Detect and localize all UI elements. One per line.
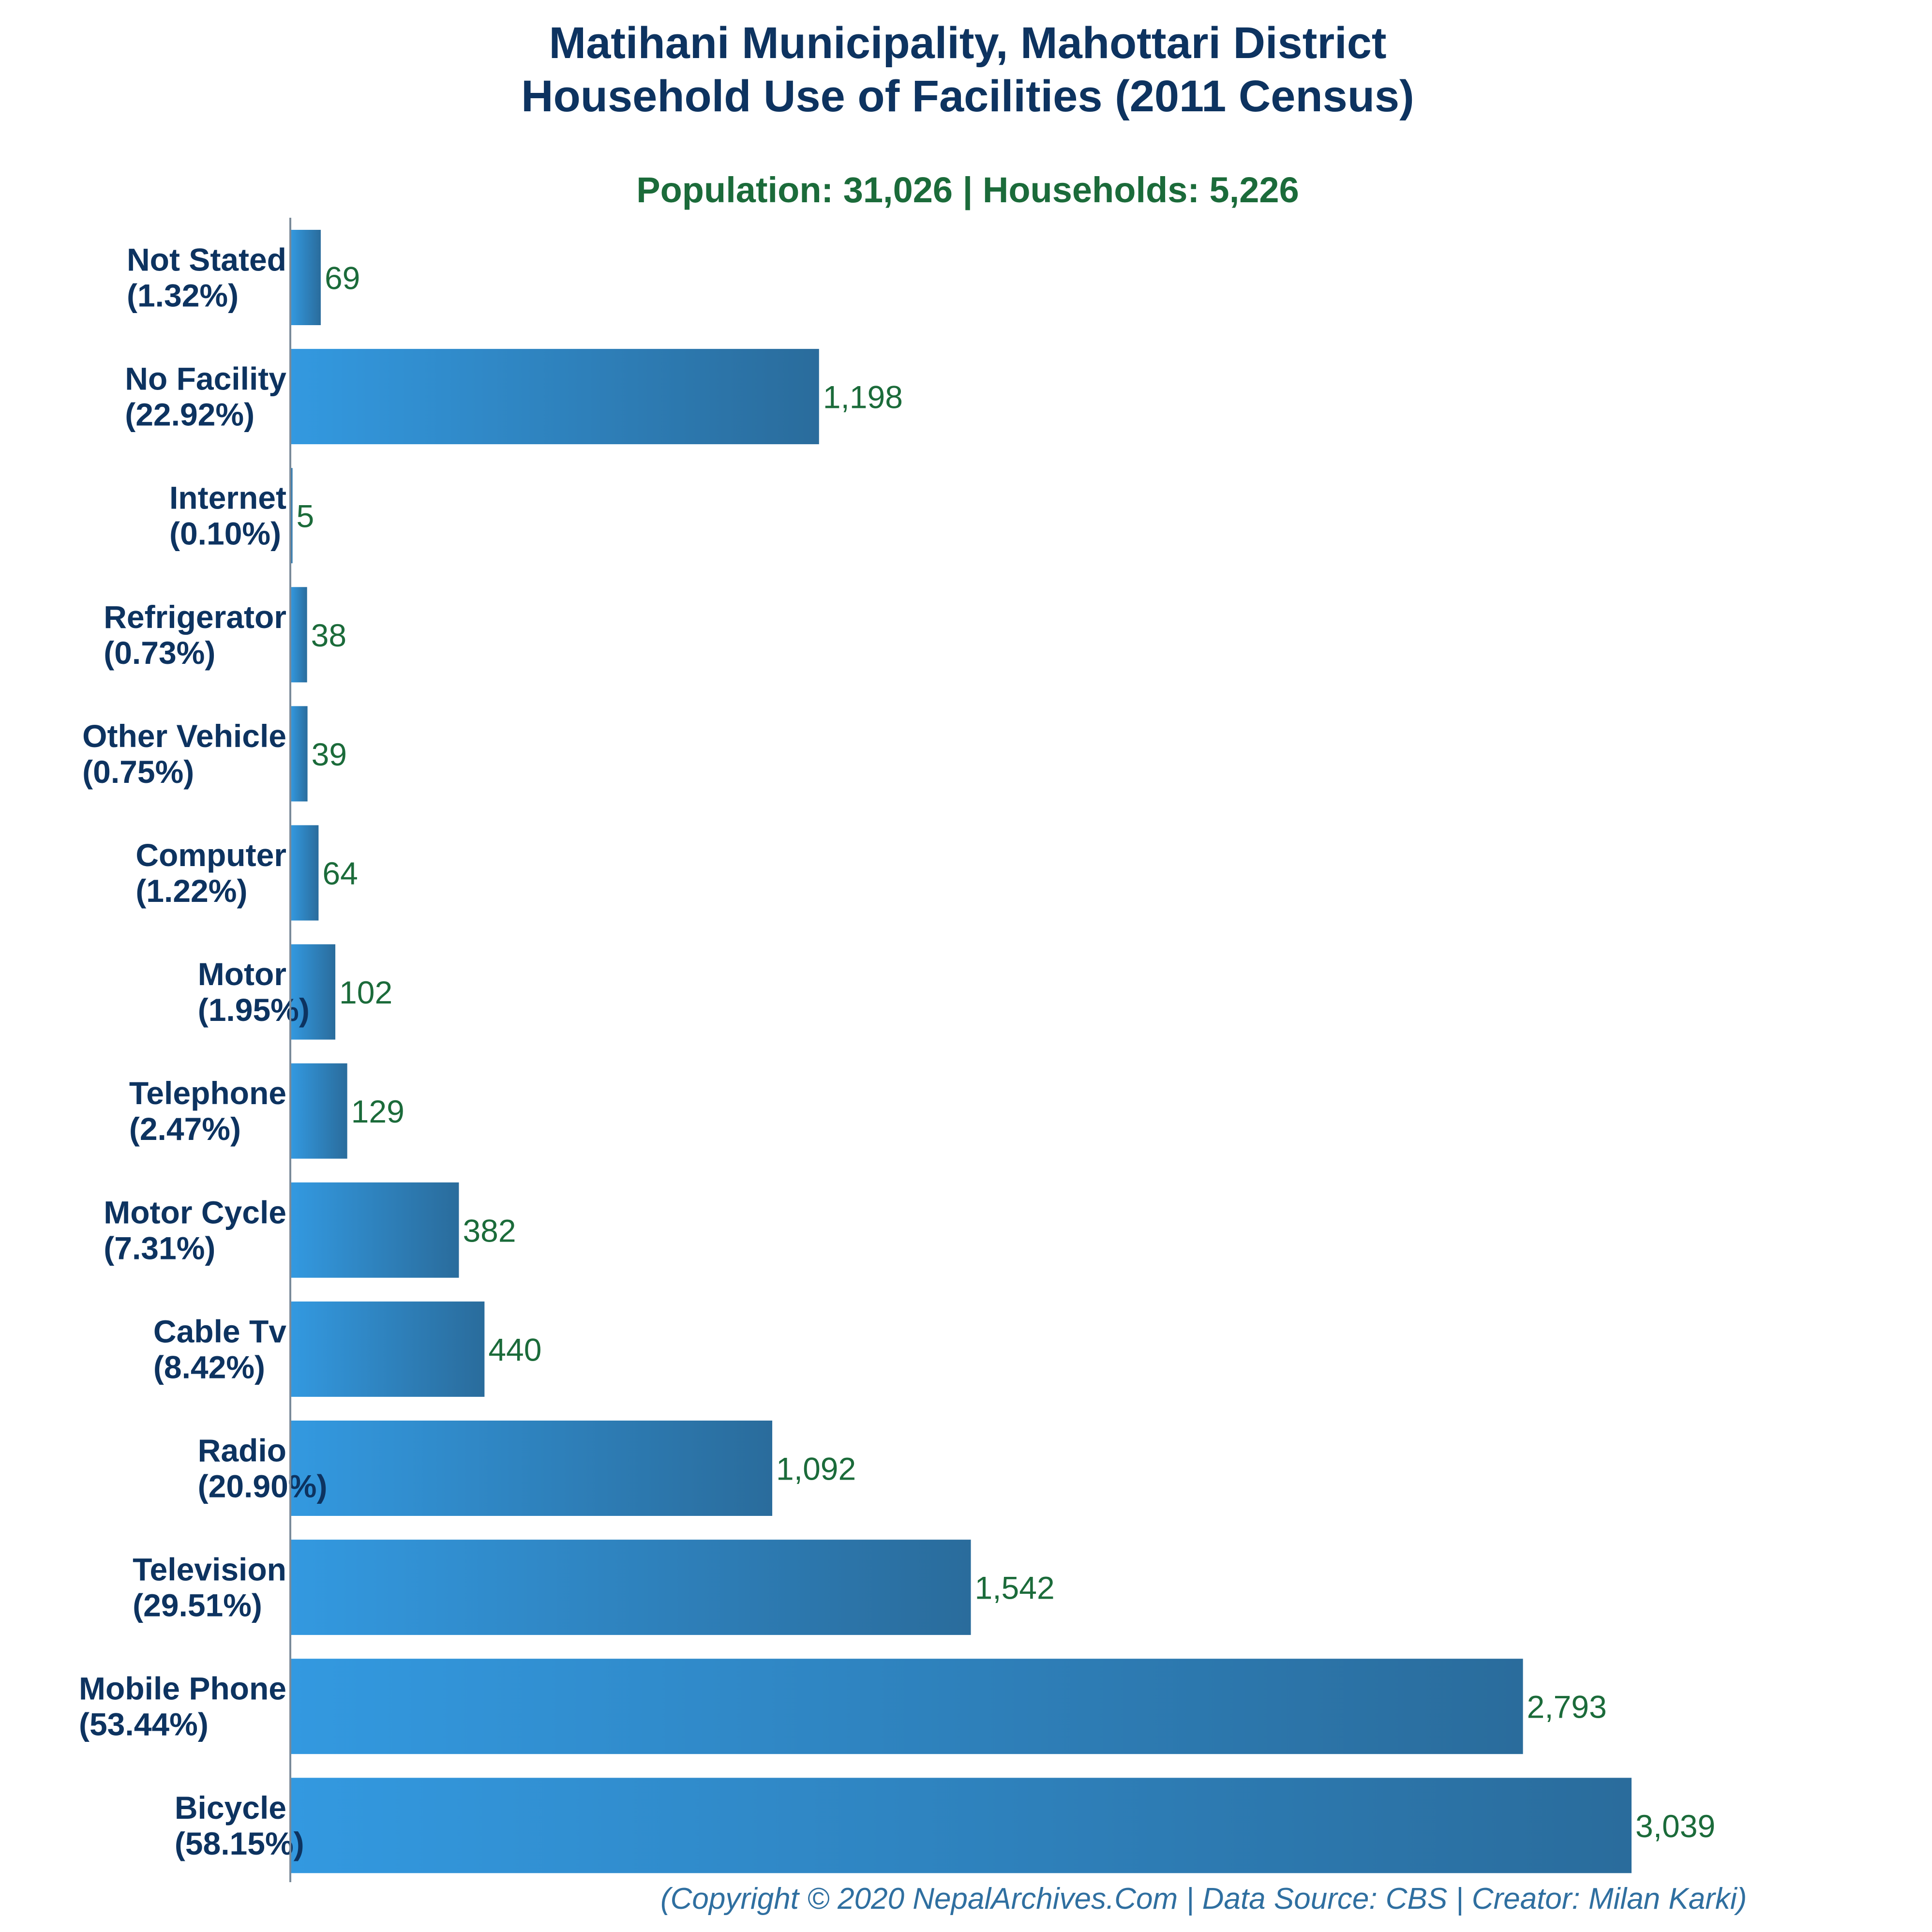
category-label-4: Other Vehicle (82, 718, 286, 754)
bar-13 (290, 1778, 1632, 1873)
category-label-10: Radio (198, 1433, 286, 1468)
value-label-3: 38 (311, 617, 346, 653)
bar-7 (290, 1063, 347, 1159)
category-label-5: Computer (135, 837, 286, 873)
category-pct-13: (58.15%) (175, 1826, 304, 1861)
chart-subtitle: Population: 31,026 | Households: 5,226 (636, 170, 1299, 210)
category-pct-3: (0.73%) (104, 635, 215, 671)
category-pct-9: (8.42%) (153, 1349, 265, 1385)
value-label-5: 64 (322, 855, 358, 891)
value-label-0: 69 (325, 260, 360, 296)
category-pct-5: (1.22%) (135, 873, 247, 909)
category-label-8: Motor Cycle (104, 1194, 286, 1230)
bars-group: 69 Not Stated(1.32%) 1,198 No Facility(22.9… (79, 230, 1715, 1873)
value-label-13: 3,039 (1635, 1808, 1715, 1844)
chart-title-line-1: Matihani Municipality, Mahottari Distric… (549, 18, 1386, 68)
category-pct-10: (20.90%) (198, 1468, 328, 1504)
bar-3 (290, 587, 307, 683)
category-label-7: Telephone (129, 1075, 286, 1111)
category-pct-12: (53.44%) (79, 1707, 209, 1742)
bar-1 (290, 349, 819, 445)
category-pct-2: (0.10%) (169, 516, 281, 552)
category-pct-7: (2.47%) (129, 1111, 241, 1147)
category-label-2: Internet (169, 480, 286, 516)
category-label-0: Not Stated (127, 242, 286, 278)
bar-5 (290, 825, 319, 921)
bar-6 (290, 944, 336, 1040)
value-label-9: 440 (488, 1332, 541, 1367)
bar-10 (290, 1421, 773, 1516)
value-label-1: 1,198 (823, 379, 903, 415)
category-pct-0: (1.32%) (127, 278, 239, 314)
value-label-6: 102 (339, 974, 392, 1010)
category-pct-8: (7.31%) (104, 1230, 215, 1266)
value-label-8: 382 (463, 1213, 516, 1248)
chart-title-line-2: Household Use of Facilities (2011 Census… (521, 72, 1414, 121)
value-label-2: 5 (297, 498, 315, 534)
copyright-footer: (Copyright © 2020 NepalArchives.Com | Da… (660, 1882, 1747, 1916)
bar-2 (290, 468, 293, 564)
category-label-13: Bicycle (175, 1790, 286, 1826)
category-pct-6: (1.95%) (198, 992, 310, 1028)
value-label-4: 39 (312, 736, 347, 772)
bar-11 (290, 1540, 971, 1635)
category-label-6: Motor (198, 956, 286, 992)
category-label-11: Television (133, 1552, 286, 1588)
category-pct-11: (29.51%) (133, 1588, 262, 1623)
bar-9 (290, 1301, 485, 1397)
value-label-7: 129 (351, 1093, 404, 1129)
value-label-10: 1,092 (776, 1451, 856, 1487)
category-label-12: Mobile Phone (79, 1671, 286, 1707)
category-pct-1: (22.92%) (125, 397, 255, 433)
category-pct-4: (0.75%) (82, 754, 194, 790)
category-label-3: Refrigerator (104, 599, 286, 635)
value-label-11: 1,542 (975, 1570, 1055, 1606)
bar-12 (290, 1659, 1523, 1754)
bar-8 (290, 1182, 459, 1278)
bar-0 (290, 230, 321, 325)
category-label-1: No Facility (125, 361, 286, 397)
bar-4 (290, 706, 308, 802)
value-label-12: 2,793 (1527, 1689, 1607, 1725)
category-label-9: Cable Tv (153, 1313, 286, 1349)
